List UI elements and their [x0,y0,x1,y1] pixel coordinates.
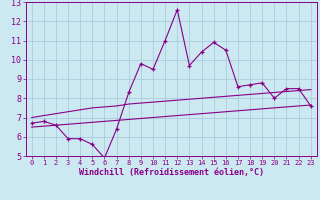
X-axis label: Windchill (Refroidissement éolien,°C): Windchill (Refroidissement éolien,°C) [79,168,264,177]
